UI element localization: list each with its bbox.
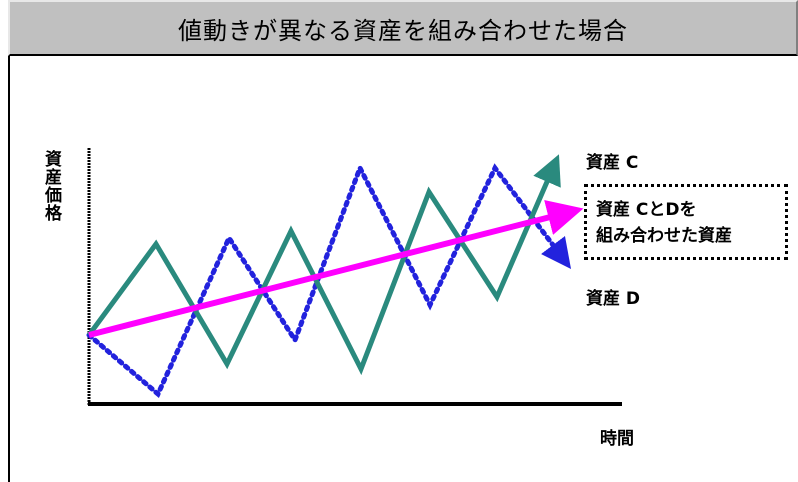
series-combined-line bbox=[88, 200, 584, 338]
asset-d-label: 資産 D bbox=[586, 289, 641, 309]
series-asset-d-line bbox=[86, 161, 572, 399]
chart-title: 値動きが異なる資産を組み合わせた場合 bbox=[178, 16, 628, 45]
combined-asset-label-box: 資産 CとDを 組み合わせた資産 bbox=[584, 184, 788, 260]
combined-label-line-2: 組み合わせた資産 bbox=[596, 226, 732, 246]
frame-left-border bbox=[8, 56, 10, 482]
chart-title-bar: 値動きが異なる資産を組み合わせた場合 bbox=[8, 0, 798, 56]
combined-label-line-1: 資産 CとDを bbox=[596, 200, 697, 220]
asset-c-label: 資産 C bbox=[586, 153, 639, 173]
y-axis-label: 資産価格 bbox=[41, 150, 61, 222]
x-axis-label: 時間 bbox=[600, 429, 634, 449]
series-asset-c-line bbox=[86, 154, 561, 376]
